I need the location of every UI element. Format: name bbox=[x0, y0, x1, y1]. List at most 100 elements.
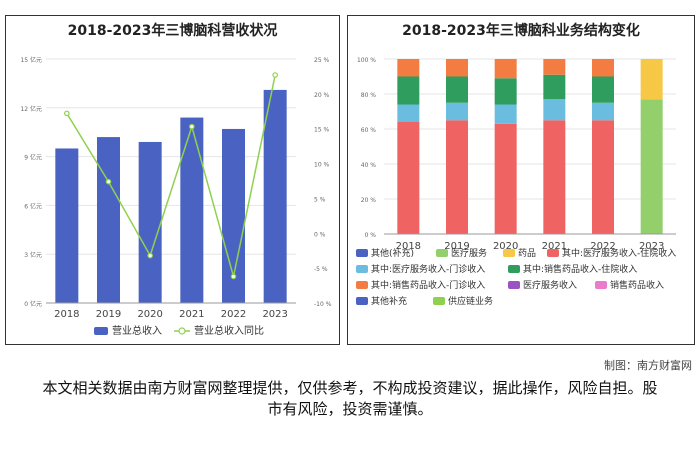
legend-label: 其中:销售药品收入-门诊收入 bbox=[371, 279, 485, 291]
stacked-bar-segment bbox=[494, 104, 517, 124]
x-axis-tick-label: 2020 bbox=[493, 241, 518, 252]
stacked-bar-segment bbox=[640, 99, 663, 234]
stacked-bar-segment bbox=[446, 102, 468, 121]
stacked-bar-segment bbox=[446, 76, 468, 103]
legend-label: 供应链业务 bbox=[448, 295, 493, 307]
y-axis-tick-label: 60 % bbox=[361, 127, 377, 134]
stacked-bar-segment bbox=[592, 59, 614, 77]
x-axis-tick-label: 2022 bbox=[590, 241, 615, 252]
stacked-bar-segment bbox=[543, 120, 566, 234]
revenue-bar bbox=[263, 89, 287, 303]
revenue-bar bbox=[97, 137, 120, 303]
left-axis-tick-label: 6 亿元 bbox=[24, 202, 42, 210]
right-axis-tick-label: -5 % bbox=[314, 266, 328, 273]
legend-label-yoy: 营业总收入同比 bbox=[194, 324, 264, 337]
legend-label-revenue: 营业总收入 bbox=[112, 324, 162, 337]
right-axis-tick-label: 5 % bbox=[314, 196, 326, 203]
x-axis-tick-label: 2020 bbox=[137, 309, 162, 320]
revenue-chart-svg: 0 亿元 3 亿元 6 亿元 9 亿元 12 亿元 15 亿元 -10 % -5 % 0 % 5 … bbox=[20, 56, 332, 337]
legend-swatch bbox=[436, 249, 448, 257]
legend-label: 其中:医疗服务收入-门诊收入 bbox=[371, 263, 485, 275]
legend-swatch bbox=[547, 249, 559, 257]
legend-swatch bbox=[356, 265, 368, 273]
right-axis-tick-label: -10 % bbox=[314, 301, 332, 308]
structure-chart-panel: 2018-2023年三博脑科业务结构变化 0 % 20 % 40 % 60 % 80 %… bbox=[347, 15, 695, 345]
revenue-bar bbox=[55, 148, 79, 303]
stacked-bar-segment bbox=[592, 102, 614, 121]
credit-text: 制图：南方财富网 bbox=[604, 359, 692, 372]
legend-swatch bbox=[356, 297, 368, 305]
stacked-bar-segment bbox=[494, 78, 517, 105]
yoy-growth-point bbox=[272, 72, 278, 78]
legend-swatch bbox=[508, 265, 520, 273]
right-axis-tick-label: 0 % bbox=[314, 231, 326, 238]
left-axis-tick-label: 3 亿元 bbox=[24, 251, 42, 259]
yoy-growth-point bbox=[147, 252, 153, 259]
x-axis-tick-label: 2019 bbox=[96, 309, 121, 320]
y-axis-tick-label: 0 % bbox=[365, 232, 377, 239]
legend-swatch-revenue bbox=[94, 327, 108, 335]
stacked-bar-segment bbox=[397, 59, 420, 77]
legend-swatch bbox=[356, 281, 368, 289]
stacked-bar-segment bbox=[446, 59, 468, 77]
yoy-growth-point bbox=[230, 273, 237, 280]
stacked-bar-segment bbox=[397, 104, 420, 122]
structure-chart-title: 2018-2023年三博脑科业务结构变化 bbox=[402, 23, 640, 39]
x-axis-tick-label: 2021 bbox=[179, 309, 204, 320]
legend-swatch-yoy-marker bbox=[178, 327, 186, 335]
left-axis-tick-label: 12 亿元 bbox=[20, 105, 42, 113]
stacked-bar-segment bbox=[494, 59, 517, 79]
legend-swatch bbox=[433, 297, 445, 305]
stacked-bar-segment bbox=[592, 120, 614, 234]
legend-label: 其中:销售药品收入-住院收入 bbox=[523, 263, 637, 275]
legend-swatch bbox=[356, 249, 368, 257]
legend-swatch bbox=[595, 281, 607, 289]
right-axis-tick-label: 10 % bbox=[314, 162, 330, 169]
stacked-bar-segment bbox=[397, 122, 420, 234]
yoy-growth-point bbox=[189, 123, 195, 130]
left-axis-tick-label: 0 亿元 bbox=[24, 300, 42, 308]
revenue-chart-title: 2018-2023年三博脑科营收状况 bbox=[67, 23, 278, 39]
right-axis-tick-label: 15 % bbox=[314, 127, 330, 134]
x-axis-tick-label: 2022 bbox=[221, 309, 246, 320]
stacked-bar-segment bbox=[640, 59, 663, 100]
stacked-bar-segment bbox=[543, 99, 566, 121]
right-axis-tick-label: 25 % bbox=[314, 57, 330, 64]
yoy-growth-point bbox=[105, 178, 112, 185]
y-axis-tick-label: 80 % bbox=[361, 92, 377, 99]
stacked-bar-segment bbox=[446, 120, 468, 234]
left-axis-tick-label: 9 亿元 bbox=[24, 154, 42, 162]
legend-label: 销售药品收入 bbox=[610, 279, 664, 291]
left-axis-tick-label: 15 亿元 bbox=[20, 56, 42, 64]
stacked-bar-segment bbox=[592, 76, 614, 103]
yoy-growth-line bbox=[66, 74, 276, 277]
y-axis-tick-label: 20 % bbox=[361, 197, 377, 204]
x-axis-tick-label: 2018 bbox=[54, 309, 79, 320]
revenue-bar bbox=[138, 141, 162, 303]
x-axis-tick-label: 2018 bbox=[396, 241, 421, 252]
legend-label: 医疗服务 bbox=[451, 247, 487, 259]
legend-label: 其他(补充) bbox=[371, 247, 414, 259]
disclaimer-text: 本文相关数据由南方财富网整理提供，仅供参考，不构成投资建议，据此操作，风险自担。… bbox=[42, 379, 658, 418]
x-axis-tick-label: 2019 bbox=[444, 241, 469, 252]
yoy-growth-point bbox=[64, 110, 70, 117]
revenue-bar bbox=[222, 128, 245, 303]
legend-label: 医疗服务收入 bbox=[523, 279, 577, 291]
stacked-bar-segment bbox=[397, 76, 420, 105]
revenue-bar bbox=[180, 117, 204, 303]
legend-label: 其中:医疗服务收入-住院收入 bbox=[562, 247, 676, 259]
y-axis-tick-label: 100 % bbox=[357, 57, 376, 64]
structure-chart-svg: 0 % 20 % 40 % 60 % 80 % 100 % 2018 2019 2020 2021… bbox=[356, 57, 676, 307]
x-axis-tick-label: 2023 bbox=[262, 309, 287, 320]
legend-label: 药品 bbox=[518, 248, 536, 259]
stacked-bar-segment bbox=[543, 74, 566, 100]
stacked-bar-segment bbox=[543, 59, 566, 75]
y-axis-tick-label: 40 % bbox=[361, 162, 377, 169]
right-axis-tick-label: 20 % bbox=[314, 92, 330, 99]
x-axis-tick-label: 2021 bbox=[542, 241, 567, 252]
legend-swatch bbox=[503, 249, 515, 257]
legend-swatch bbox=[508, 281, 520, 289]
revenue-chart-panel: 2018-2023年三博脑科营收状况 0 亿元 3 亿元 6 亿元 9 亿元 12 亿元… bbox=[5, 15, 340, 345]
legend-label: 其他补充 bbox=[371, 295, 407, 307]
stacked-bar-segment bbox=[494, 123, 517, 234]
